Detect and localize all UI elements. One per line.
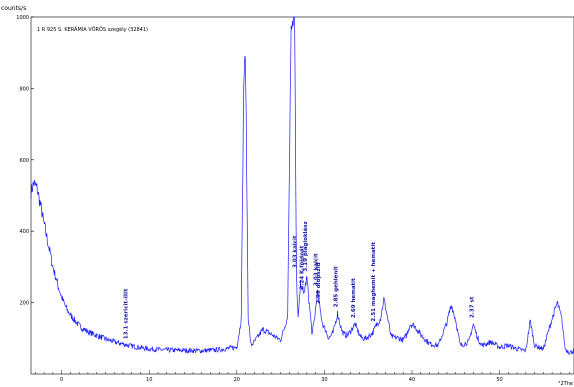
x-tick-label: 40 — [409, 377, 415, 383]
x-axis-label: °2The — [558, 381, 573, 387]
y-axis-label: counts/s — [1, 5, 26, 12]
diffraction-pattern-line — [30, 16, 574, 355]
peak-annotation: 3.19 plagioklász — [302, 221, 309, 271]
x-tick-label: 20 — [234, 377, 240, 383]
y-tick-label: 600 — [19, 158, 29, 164]
x-tick-label: 30 — [321, 377, 327, 383]
peak-annotation: 2.99 diopszid — [316, 262, 322, 303]
chart-title: 1 R 925 S. KERÁMIA VÖRÖS szegély (32841) — [37, 26, 148, 33]
peak-annotation: 3.24 K-földpát — [298, 245, 305, 289]
x-tick-label: 50 — [496, 377, 502, 383]
plot-area — [30, 16, 574, 375]
peak-annotation: 3.03 kalcit — [292, 235, 298, 268]
y-tick-label: 200 — [19, 301, 29, 307]
y-axis: 1000 800 600 400 200 — [16, 15, 34, 307]
y-tick-label: 800 — [19, 86, 29, 92]
x-tick-label: 0 — [60, 377, 63, 383]
peak-annotation: 2.37 st — [469, 296, 475, 318]
peak-annotation: 3.03 kalcit — [313, 253, 319, 286]
peak-annotation: 2.69 hematit — [351, 278, 357, 318]
y-tick-label: 400 — [19, 229, 29, 235]
y-tick-label: 1000 — [16, 15, 29, 21]
x-tick-label: 10 — [146, 377, 152, 383]
peak-annotation: 2.85 gehlenit — [334, 266, 340, 307]
peak-annotation: 13.1 szericit-illit — [123, 288, 129, 339]
peak-annotation: 2.51 maghemit + hematit — [371, 242, 377, 322]
x-axis: 0 10 20 30 40 50 — [35, 370, 570, 383]
